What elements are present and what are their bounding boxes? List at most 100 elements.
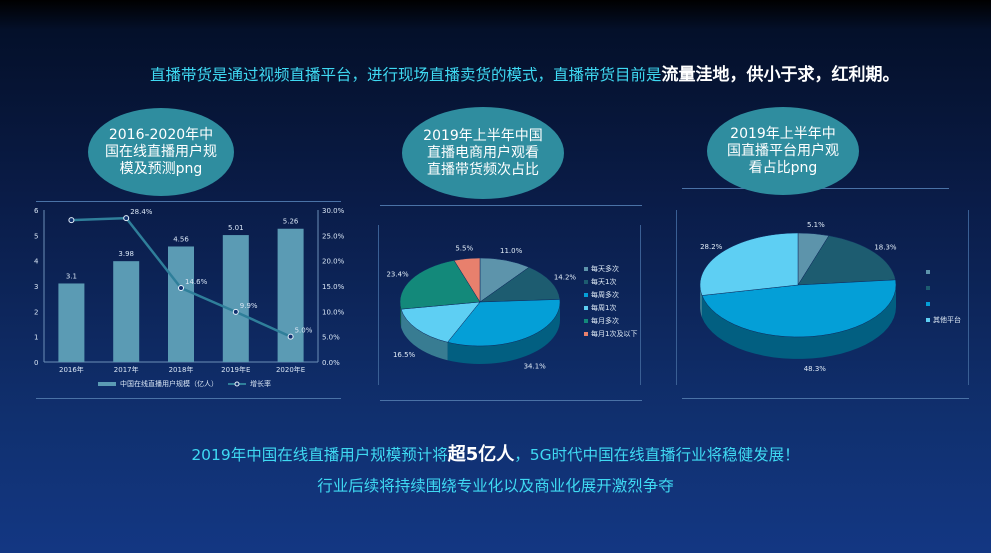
x-tick-label: 2020年E [276, 365, 305, 374]
panel3-left-line [676, 210, 677, 385]
pie-slice [400, 301, 481, 343]
legend-label: 每周多次 [591, 290, 619, 299]
user-scale-chart-marks: 0 1 2 3 4 5 6 0.0% 5.0% 10.0% 15.0% 20.0% 25.0% 30.0%… [34, 207, 345, 388]
panel3-bottom-line [682, 398, 969, 399]
panel1-bottom-line [36, 398, 341, 399]
growth-label: 14.6% [185, 278, 208, 286]
pie-side [447, 302, 560, 364]
headline: 直播带货是通过视频直播平台，进行现场直播卖货的模式，直播带货目前是流量洼地，供小… [150, 60, 970, 85]
legend-swatch [584, 332, 588, 336]
bubble-platform-share-text: 2019年上半年中国直播平台用户观看占比png [727, 125, 839, 176]
legend-bar-swatch [98, 382, 116, 386]
legend-bar-label: 中国在线直播用户规模（亿人） [120, 379, 218, 388]
y-tick-label: 1 [34, 334, 38, 342]
growth-point [232, 308, 239, 315]
summary-line-1: 2019年中国在线直播用户规模预计将超5亿人，5G时代中国在线直播行业将稳健发展… [0, 440, 991, 466]
legend-swatch [926, 286, 930, 290]
pie-value-label: 5.1% [807, 221, 825, 229]
legend-swatch [926, 302, 930, 306]
pie-slice [479, 266, 561, 303]
bar-value-label: 5.01 [228, 224, 244, 232]
summary-line-1-b: ，5G时代中国在线直播行业将稳健发展！ [514, 446, 800, 464]
panel2-left-line [378, 225, 379, 385]
growth-label: 5.0% [295, 327, 313, 335]
y2-tick-label: 30.0% [322, 207, 345, 215]
pie-value-label: 14.2% [554, 273, 577, 281]
legend-swatch [584, 319, 588, 323]
y-tick-label: 5 [34, 232, 38, 240]
x-tick-label: 2016年 [59, 365, 84, 374]
legend-swatch [584, 280, 588, 284]
y2-tick-label: 0.0% [322, 359, 340, 367]
legend-swatch [926, 270, 930, 274]
pie-value-label: 48.3% [804, 365, 827, 373]
panel2-bottom-line [380, 400, 642, 401]
y-tick-label: 0 [34, 359, 38, 367]
y-tick-label: 2 [34, 308, 38, 316]
panel1-top-line [36, 201, 341, 202]
growth-point [123, 215, 130, 222]
pie-value-label: 16.5% [393, 351, 416, 359]
pie-side [702, 285, 896, 359]
y-tick-label: 3 [34, 283, 38, 291]
bar [58, 283, 85, 362]
pie-value-label: 28.2% [700, 243, 723, 251]
x-tick-label: 2017年 [114, 365, 139, 374]
bar [113, 261, 140, 362]
pie-slice [797, 235, 896, 286]
summary-line-1-a: 2019年中国在线直播用户规模预计将 [191, 446, 448, 464]
bubble-user-scale: 2016-2020年中国在线直播用户规模及预测png [88, 108, 234, 196]
bubble-user-scale-text: 2016-2020年中国在线直播用户规模及预测png [105, 126, 217, 177]
platform-share-pie: 5.1% 18.3% 48.3% 28.2% 其他平台 [699, 221, 961, 373]
user-scale-chart: 0 1 2 3 4 5 6 0.0% 5.0% 10.0% 15.0% 20.0% 25.0% 30.0%… [34, 207, 345, 388]
legend-label: 其他平台 [933, 315, 961, 324]
legend-label: 每月多次 [591, 316, 619, 325]
x-tick-label: 2019年E [221, 365, 250, 374]
growth-label: 28.4% [130, 208, 153, 216]
growth-point [178, 285, 184, 292]
y-tick-label: 4 [34, 258, 39, 266]
pie-slice [453, 257, 481, 303]
y2-tick-label: 25.0% [322, 232, 345, 240]
headline-text: 直播带货是通过视频直播平台，进行现场直播卖货的模式，直播带货目前是 [150, 66, 662, 84]
bubble-watch-frequency: 2019年上半年中国直播电商用户观看直播带货频次占比 [402, 107, 564, 199]
legend-label: 每天1次 [591, 277, 616, 286]
pie-value-label: 34.1% [524, 362, 547, 370]
legend-swatch [584, 267, 588, 271]
pie-value-label: 5.5% [455, 245, 473, 253]
y2-tick-label: 10.0% [322, 308, 345, 316]
panel3-right-line [968, 210, 969, 385]
legend-line-label: 增长率 [250, 379, 271, 388]
legend-swatch [584, 293, 588, 297]
legend-label: 每月1次及以下 [591, 329, 637, 338]
legend-label: 每天多次 [591, 264, 619, 273]
legend-swatch [926, 318, 930, 322]
bar [168, 246, 194, 362]
y2-tick-label: 5.0% [322, 334, 340, 342]
bubble-platform-share: 2019年上半年中国直播平台用户观看占比png [707, 107, 859, 195]
panel2-top-line [380, 205, 642, 206]
pie-slice [399, 260, 481, 310]
pie-value-label: 18.3% [874, 243, 897, 251]
pie-slice [701, 279, 897, 338]
y-tick-label: 6 [34, 207, 39, 215]
summary-line-1-bold: 超5亿人 [447, 444, 515, 465]
legend-swatch [584, 306, 588, 310]
bar-value-label: 3.98 [118, 250, 134, 258]
y2-tick-label: 15.0% [322, 283, 345, 291]
bar-value-label: 4.56 [173, 235, 189, 243]
legend-line-marker [234, 381, 240, 387]
platform-share-marks: 5.1% 18.3% 48.3% 28.2% 其他平台 [699, 221, 961, 373]
bar-value-label: 5.26 [283, 218, 299, 226]
bar [222, 235, 249, 362]
x-tick-label: 2018年 [169, 365, 194, 374]
panel2-right-line [640, 225, 641, 385]
pie-value-label: 23.4% [386, 271, 409, 279]
headline-bold: 流量洼地，供小于求，红利期。 [661, 65, 900, 85]
pie-slice [447, 299, 561, 347]
pie-value-label: 11.0% [500, 247, 523, 255]
bubble-watch-frequency-text: 2019年上半年中国直播电商用户观看直播带货频次占比 [423, 127, 543, 178]
bar [277, 228, 304, 362]
growth-point [287, 333, 294, 340]
growth-point [68, 217, 75, 224]
